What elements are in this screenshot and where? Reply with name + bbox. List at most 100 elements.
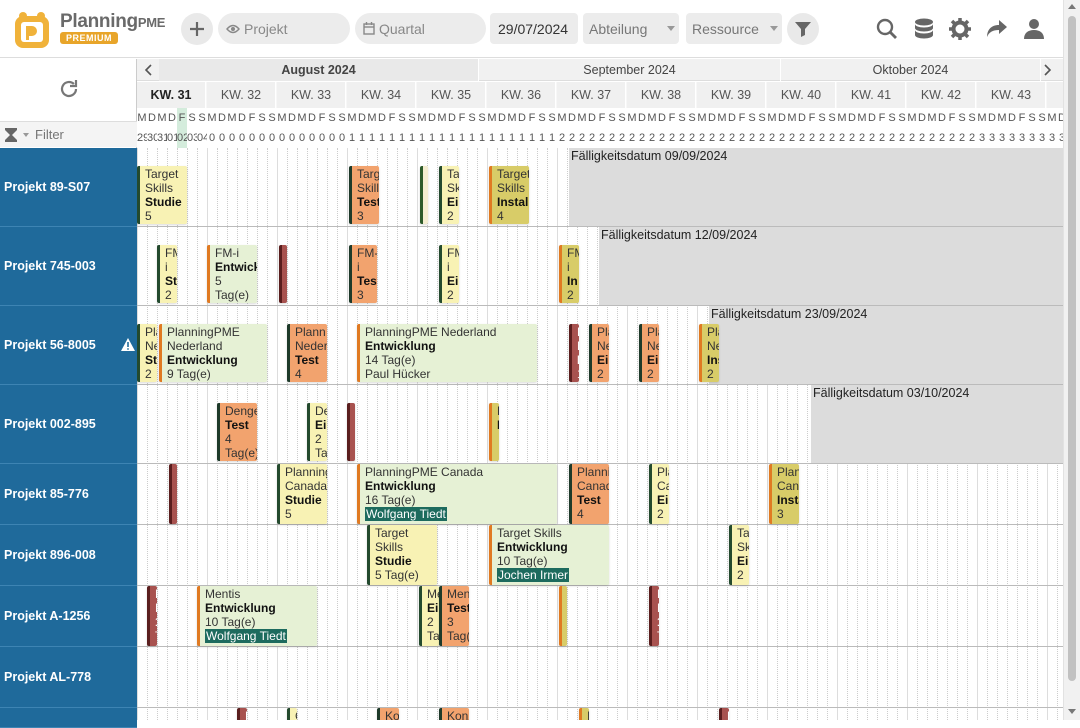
settings-button[interactable]	[944, 13, 976, 45]
week-label[interactable]: KW. 33	[277, 82, 346, 108]
task-bar[interactable]: MM1T	[649, 586, 659, 646]
project-row-header[interactable]: Projekt A-1256	[0, 586, 137, 647]
filter-icon	[795, 22, 811, 37]
project-name: Projekt AL-778	[4, 670, 92, 684]
database-button[interactable]	[908, 13, 940, 45]
task-bar[interactable]: PlanningPME Nederland Entwicklung 14 Tag(e…	[357, 324, 537, 382]
week-label[interactable]: KW. 40	[767, 82, 836, 108]
hourglass-icon[interactable]	[4, 127, 18, 142]
date-input[interactable]: 29/07/2024	[490, 13, 578, 44]
project-row-header[interactable]: Projekt 56-8005	[0, 306, 137, 385]
task-bar[interactable]: MM1T	[147, 586, 157, 646]
task-bar[interactable]: FMiIn2	[559, 245, 579, 303]
task-bar[interactable]: PlaCaEi2	[649, 464, 669, 524]
task-bar[interactable]: II	[559, 586, 567, 646]
filter-input[interactable]	[35, 127, 125, 142]
department-select[interactable]: Abteilung	[583, 13, 679, 44]
share-button[interactable]	[981, 13, 1013, 45]
task-bar[interactable]: PlanningPME Nederland Entwicklung 9 Tag(e)	[159, 324, 267, 382]
task-bar[interactable]: DI	[489, 403, 499, 461]
task-bar[interactable]: TaSkEi2	[729, 525, 749, 585]
task-bar[interactable]: PNM1	[569, 324, 579, 382]
task-bar[interactable]: Targ Skill Test 3	[349, 166, 379, 224]
day-number: 1	[378, 132, 386, 144]
task-bar[interactable]: Mentis Entwicklung 10 Tag(e) Wolfgang Tiedt	[197, 586, 317, 646]
project-row-header[interactable]: Projekt 896-008	[0, 525, 137, 586]
week-label[interactable]: KW. 43	[977, 82, 1046, 108]
task-bar[interactable]: Konz	[439, 708, 469, 720]
refresh-icon[interactable]	[58, 78, 80, 100]
task-bar[interactable]: Planni Canad Test 4	[569, 464, 609, 524]
week-label[interactable]: KW. 38	[627, 82, 696, 108]
vertical-scrollbar[interactable]	[1063, 0, 1080, 720]
project-row-header[interactable]	[0, 708, 137, 728]
week-label[interactable]: KW. 32	[207, 82, 276, 108]
task-bar[interactable]: Denge Test 4 Tag(e)	[217, 403, 257, 461]
task-bar[interactable]: K	[719, 708, 729, 720]
scroll-up-icon[interactable]	[1068, 4, 1076, 9]
task-bar[interactable]: PlanningCanadaStudie5	[277, 464, 327, 524]
task-bar[interactable]: FM-iEntwickl5Tag(e)	[207, 245, 257, 303]
task-bar[interactable]: Ko	[377, 708, 399, 720]
task-bar[interactable]: C	[287, 708, 297, 720]
week-label[interactable]: KW. 34	[347, 82, 416, 108]
task-bar[interactable]: PlanCanaInsta3	[769, 464, 799, 524]
resource-tag: Jochen Irmer	[497, 568, 570, 582]
project-row-header[interactable]: Projekt 002-895	[0, 385, 137, 464]
task-bar[interactable]: Target Skills Studie 5 Tag(e)	[367, 525, 437, 585]
project-row-header[interactable]: Projekt 85-776	[0, 464, 137, 525]
week-label[interactable]: KW. 35	[417, 82, 486, 108]
task-bar[interactable]: PlanningPME Canada Entwicklung 16 Tag(e) Wo…	[357, 464, 557, 524]
day-letter: D	[448, 112, 456, 124]
task-bar[interactable]: Target Skills Entwicklung 10 Tag(e) Jochen …	[489, 525, 609, 585]
project-row-header[interactable]: Projekt 745-003	[0, 227, 137, 306]
add-button[interactable]	[181, 13, 213, 45]
chevron-left-icon[interactable]	[137, 59, 159, 81]
week-label[interactable]: KW	[1047, 82, 1063, 108]
project-field[interactable]: Projekt	[218, 13, 350, 44]
task-bar[interactable]: TaSkEi2	[439, 166, 459, 224]
chevron-right-icon[interactable]	[1037, 59, 1059, 81]
task-bar[interactable]: FMiSt2	[157, 245, 177, 303]
filter-button[interactable]	[787, 13, 819, 45]
task-bar[interactable]: MeEi2Ta	[419, 586, 439, 646]
day-letter: M	[717, 112, 727, 124]
task-bar[interactable]: K	[237, 708, 247, 720]
project-row-header[interactable]: Projekt 89-S07	[0, 148, 137, 227]
day-number: 2	[698, 132, 706, 144]
scroll-down-icon[interactable]	[1068, 709, 1076, 714]
week-label[interactable]: KW. 37	[557, 82, 626, 108]
week-label[interactable]: KW. 31	[137, 82, 206, 108]
day-number: 29	[137, 132, 147, 144]
period-field[interactable]: Quartal	[355, 13, 486, 44]
day-letter: M	[857, 112, 867, 124]
chevron-down-icon[interactable]	[23, 132, 29, 137]
user-button[interactable]	[1018, 13, 1050, 45]
task-bar[interactable]: PlaNeEi2	[639, 324, 659, 382]
week-label[interactable]: KW. 39	[697, 82, 766, 108]
task-bar[interactable]: I	[579, 708, 589, 720]
resource-select[interactable]: Ressource	[686, 13, 782, 44]
task-bar[interactable]: Target Skills Install 4	[489, 166, 529, 224]
task-bar[interactable]: FM-iTest3	[349, 245, 377, 303]
task-bar[interactable]: DeEi2Ta	[307, 403, 327, 461]
scroll-thumb[interactable]	[1068, 16, 1076, 681]
task-bar[interactable]: PlaNeStu2	[137, 324, 157, 382]
week-label[interactable]: KW. 41	[837, 82, 906, 108]
day-number: 0	[288, 132, 296, 144]
task-bar[interactable]: PlaNeIns2	[699, 324, 719, 382]
project-row-header[interactable]: Projekt AL-778	[0, 647, 137, 708]
task-bar[interactable]: II	[347, 403, 355, 461]
task-bar[interactable]: Target Skills Studie 5	[137, 166, 187, 224]
task-bar[interactable]: Plann Neder Test 4	[287, 324, 327, 382]
task-bar[interactable]: Men Test 3 Tag(	[439, 586, 469, 646]
task-bar[interactable]: 0A2	[420, 166, 428, 224]
task-bar[interactable]: FiM	[279, 245, 287, 303]
week-label[interactable]: KW. 36	[487, 82, 556, 108]
search-button[interactable]	[871, 13, 903, 45]
task-bar[interactable]: PlaNeEi2	[589, 324, 609, 382]
week-label[interactable]: KW. 42	[907, 82, 976, 108]
task-bar[interactable]: PCM1	[169, 464, 177, 524]
task-bar[interactable]: FMiEi2	[439, 245, 459, 303]
